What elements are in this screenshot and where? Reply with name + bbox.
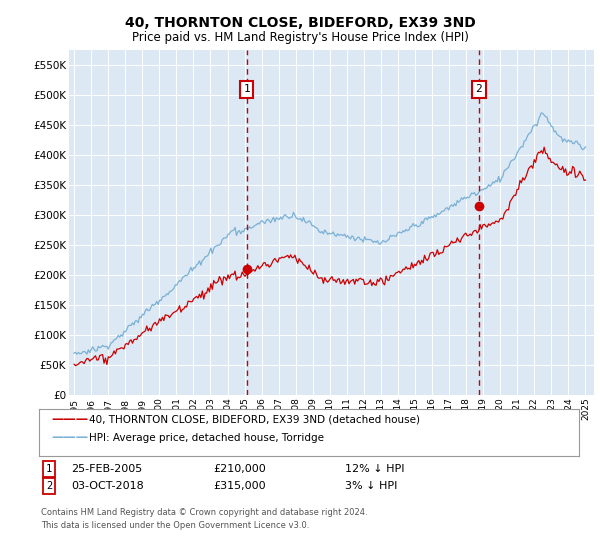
Text: Price paid vs. HM Land Registry's House Price Index (HPI): Price paid vs. HM Land Registry's House …	[131, 31, 469, 44]
Text: 2: 2	[46, 481, 52, 491]
Text: ———: ———	[51, 413, 88, 427]
Text: £210,000: £210,000	[213, 464, 266, 474]
Text: 40, THORNTON CLOSE, BIDEFORD, EX39 3ND: 40, THORNTON CLOSE, BIDEFORD, EX39 3ND	[125, 16, 475, 30]
Text: 25-FEB-2005: 25-FEB-2005	[71, 464, 142, 474]
Text: Contains HM Land Registry data © Crown copyright and database right 2024.
This d: Contains HM Land Registry data © Crown c…	[41, 508, 367, 530]
Text: 40, THORNTON CLOSE, BIDEFORD, EX39 3ND (detached house): 40, THORNTON CLOSE, BIDEFORD, EX39 3ND (…	[89, 415, 420, 425]
Text: 03-OCT-2018: 03-OCT-2018	[71, 481, 143, 491]
Text: 12% ↓ HPI: 12% ↓ HPI	[345, 464, 404, 474]
Text: HPI: Average price, detached house, Torridge: HPI: Average price, detached house, Torr…	[89, 433, 324, 443]
Text: 1: 1	[46, 464, 52, 474]
Text: 2: 2	[476, 85, 482, 94]
Text: ———: ———	[51, 431, 88, 445]
Text: 1: 1	[243, 85, 250, 94]
Text: £315,000: £315,000	[213, 481, 266, 491]
Text: 3% ↓ HPI: 3% ↓ HPI	[345, 481, 397, 491]
